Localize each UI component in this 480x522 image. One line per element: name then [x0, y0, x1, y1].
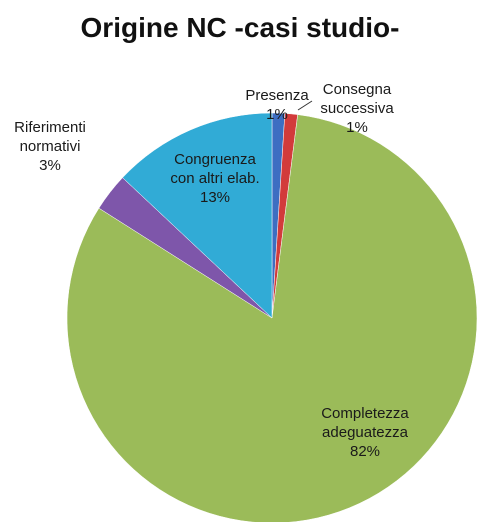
category-label: Riferimenti normativi [14, 119, 86, 155]
value-label: 82% [349, 443, 381, 460]
value-label: 3% [39, 157, 61, 174]
value-label: 1% [346, 119, 368, 136]
category-label: Congruenza con altri elab. [170, 151, 260, 187]
slice-label: Consegna successiva 1% [317, 80, 397, 137]
value-label: 13% [199, 189, 231, 206]
slice-label: Riferimenti normativi 3% [0, 118, 100, 175]
leader-line [297, 100, 313, 111]
slice-label: Completezza adeguatezza 82% [310, 404, 420, 461]
pie-slice [122, 112, 273, 319]
slice-label: Congruenza con altri elab. 13% [160, 150, 270, 207]
slice-label: Presenza 1% [242, 86, 312, 124]
value-label: 1% [266, 106, 288, 123]
category-label: Completezza adeguatezza [321, 405, 409, 441]
category-label: Presenza [245, 87, 309, 104]
chart-title: Origine NC -casi studio- [80, 12, 400, 43]
category-label: Consegna successiva [320, 81, 394, 117]
